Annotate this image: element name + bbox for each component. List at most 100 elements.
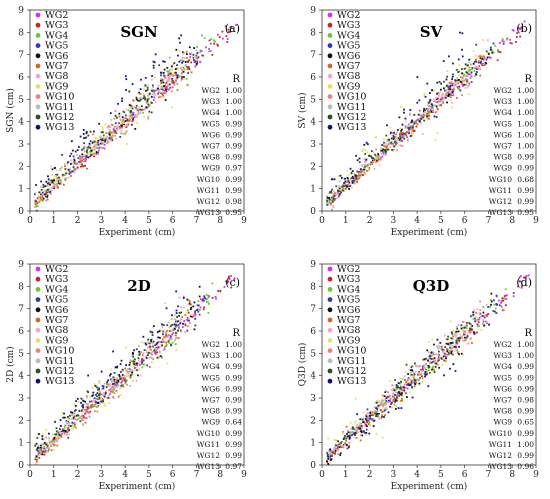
data-point <box>326 195 329 197</box>
data-point <box>124 120 127 122</box>
data-point <box>422 367 424 370</box>
data-point <box>175 325 177 328</box>
data-point <box>132 100 135 102</box>
data-point <box>438 81 441 83</box>
data-point <box>177 337 180 340</box>
data-point <box>366 412 369 415</box>
data-point <box>395 388 398 391</box>
data-point <box>372 159 375 161</box>
data-point <box>357 171 360 174</box>
data-point <box>523 276 525 279</box>
data-point <box>131 115 133 118</box>
data-point <box>195 64 198 66</box>
data-point <box>483 57 486 59</box>
data-point <box>382 406 385 409</box>
data-point <box>456 327 459 330</box>
data-point <box>364 160 367 163</box>
data-point <box>341 440 343 443</box>
data-point <box>224 25 227 28</box>
data-point <box>45 180 48 183</box>
data-point <box>82 399 84 402</box>
data-point <box>180 306 182 309</box>
data-point <box>477 321 480 324</box>
data-point <box>52 438 55 441</box>
data-point <box>168 56 171 59</box>
data-point <box>389 131 392 134</box>
data-point <box>175 321 178 324</box>
data-point <box>193 301 196 304</box>
data-point <box>100 388 103 391</box>
data-point <box>53 187 56 190</box>
data-point <box>187 66 190 69</box>
data-point <box>464 63 467 66</box>
data-point <box>415 119 418 122</box>
data-point <box>338 185 341 187</box>
data-point <box>453 346 456 348</box>
data-point <box>120 381 123 384</box>
data-point <box>358 172 361 174</box>
data-point <box>72 424 75 427</box>
data-point <box>188 302 191 305</box>
data-point <box>179 322 182 325</box>
data-point <box>393 389 396 392</box>
data-point <box>38 453 41 456</box>
data-point <box>398 133 401 136</box>
data-point <box>464 86 467 89</box>
data-point <box>81 156 83 159</box>
data-point <box>420 375 423 378</box>
data-point <box>115 137 118 140</box>
data-point <box>369 155 372 158</box>
data-point <box>171 77 174 80</box>
data-point <box>356 425 359 428</box>
data-point <box>445 89 448 91</box>
data-point <box>354 397 357 400</box>
data-point <box>133 358 136 361</box>
data-point <box>390 401 393 404</box>
data-point <box>331 188 333 191</box>
r-row-value: 0.97 <box>225 164 242 173</box>
data-point <box>111 134 114 137</box>
data-point <box>207 50 210 53</box>
data-point <box>157 346 160 348</box>
data-point <box>431 370 434 372</box>
data-point <box>407 139 409 142</box>
data-point <box>354 179 357 182</box>
data-point <box>112 385 115 388</box>
data-point <box>478 60 480 63</box>
data-point <box>422 358 425 361</box>
data-point <box>345 437 348 440</box>
data-point <box>112 386 115 389</box>
data-point <box>387 391 389 394</box>
data-point <box>154 101 157 104</box>
data-point <box>63 432 66 435</box>
data-point <box>76 418 78 421</box>
data-point <box>454 349 456 352</box>
data-point <box>143 116 146 118</box>
data-point <box>40 195 43 198</box>
data-point <box>207 312 210 314</box>
data-point <box>135 362 138 365</box>
data-point <box>429 355 432 358</box>
data-point <box>422 365 424 368</box>
data-point <box>191 316 194 318</box>
data-point <box>121 368 124 371</box>
data-point <box>444 96 447 99</box>
data-point <box>170 336 172 339</box>
data-point <box>502 42 505 45</box>
data-point <box>399 381 402 384</box>
legend-label: WG13 <box>45 376 74 387</box>
x-tick-label: 1 <box>51 216 57 226</box>
data-point <box>51 181 53 184</box>
data-point <box>490 46 492 49</box>
data-point <box>326 452 329 454</box>
data-point <box>106 396 109 399</box>
data-point <box>414 362 416 365</box>
data-point <box>151 334 154 337</box>
data-point <box>487 53 490 55</box>
x-axis-label: Experiment (cm) <box>391 227 468 238</box>
data-point <box>520 26 523 28</box>
data-point <box>133 116 136 119</box>
data-point <box>465 327 468 330</box>
data-point <box>93 155 95 158</box>
